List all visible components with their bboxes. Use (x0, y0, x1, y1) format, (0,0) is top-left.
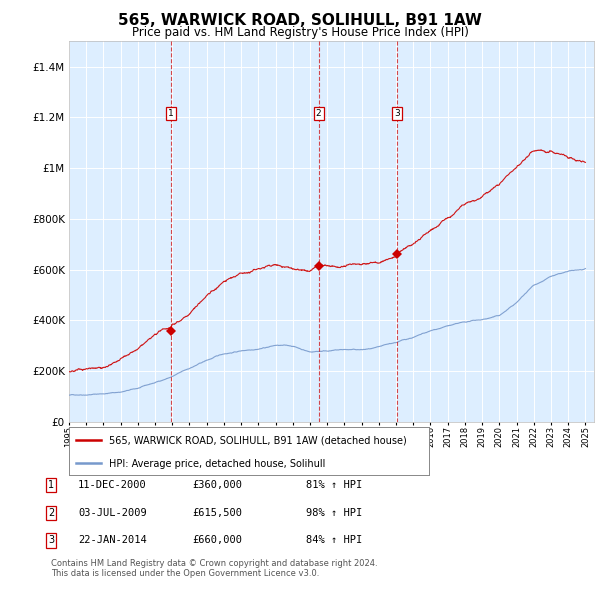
Text: 22-JAN-2014: 22-JAN-2014 (78, 536, 147, 545)
Text: 98% ↑ HPI: 98% ↑ HPI (306, 508, 362, 517)
Text: HPI: Average price, detached house, Solihull: HPI: Average price, detached house, Soli… (109, 459, 325, 469)
Text: 3: 3 (48, 536, 54, 545)
Text: 1: 1 (168, 109, 174, 118)
Text: 1: 1 (48, 480, 54, 490)
Text: 11-DEC-2000: 11-DEC-2000 (78, 480, 147, 490)
Text: £615,500: £615,500 (192, 508, 242, 517)
Text: £360,000: £360,000 (192, 480, 242, 490)
Text: 84% ↑ HPI: 84% ↑ HPI (306, 536, 362, 545)
Text: 3: 3 (394, 109, 400, 118)
Text: £660,000: £660,000 (192, 536, 242, 545)
Text: 565, WARWICK ROAD, SOLIHULL, B91 1AW: 565, WARWICK ROAD, SOLIHULL, B91 1AW (118, 13, 482, 28)
Text: Price paid vs. HM Land Registry's House Price Index (HPI): Price paid vs. HM Land Registry's House … (131, 26, 469, 39)
Text: Contains HM Land Registry data © Crown copyright and database right 2024.
This d: Contains HM Land Registry data © Crown c… (51, 559, 377, 578)
Text: 565, WARWICK ROAD, SOLIHULL, B91 1AW (detached house): 565, WARWICK ROAD, SOLIHULL, B91 1AW (de… (109, 435, 406, 445)
Text: 03-JUL-2009: 03-JUL-2009 (78, 508, 147, 517)
Text: 81% ↑ HPI: 81% ↑ HPI (306, 480, 362, 490)
Text: 2: 2 (48, 508, 54, 517)
Text: 2: 2 (316, 109, 322, 118)
